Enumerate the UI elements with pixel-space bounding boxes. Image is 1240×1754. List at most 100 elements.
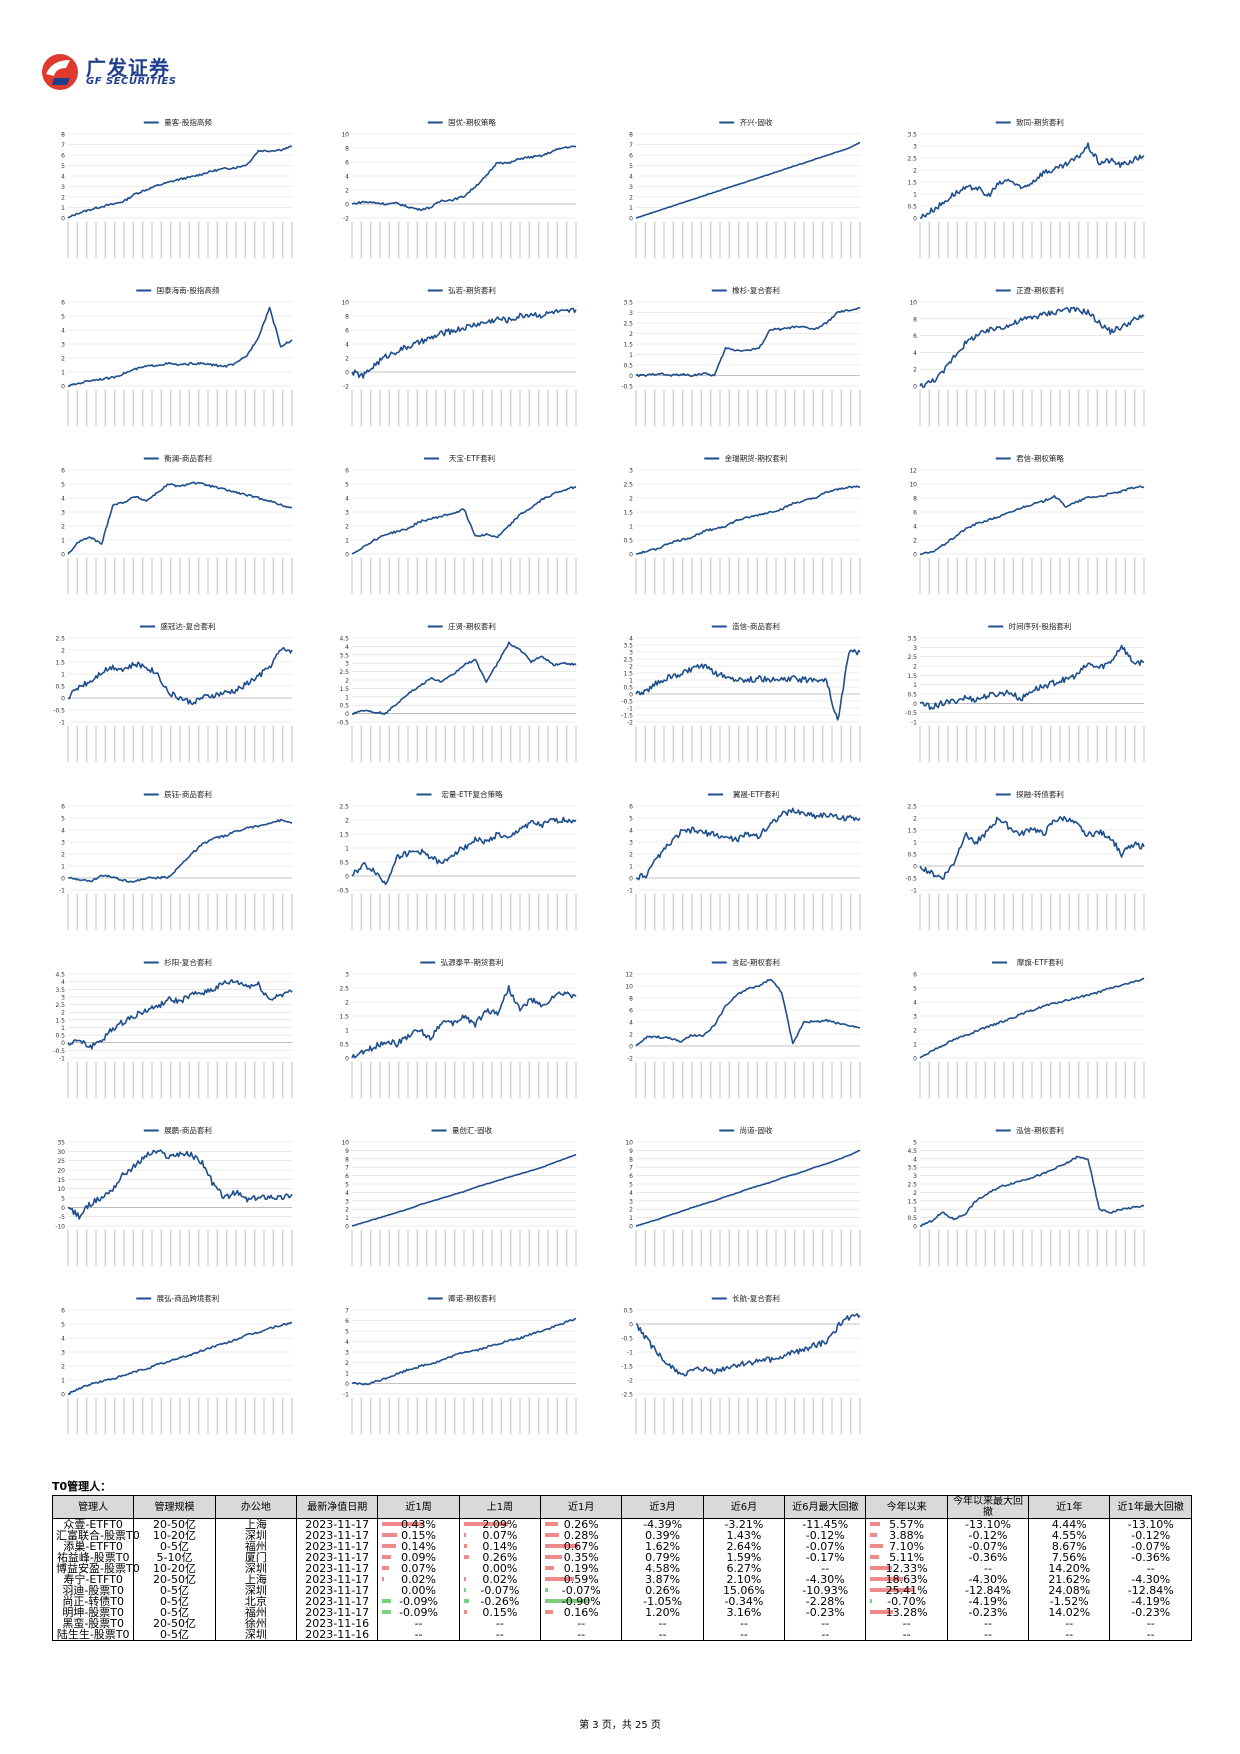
table-cell: --: [946, 1629, 1030, 1641]
x-tick-mark: [1068, 558, 1070, 594]
y-tick-label: 3: [913, 1014, 917, 1021]
x-tick-mark: [123, 390, 125, 426]
x-tick-mark: [142, 1398, 144, 1434]
x-tick-mark: [235, 1062, 237, 1098]
x-tick-mark: [426, 222, 428, 258]
y-tick-label: 2: [345, 818, 349, 825]
x-tick-mark: [86, 1398, 88, 1434]
y-tick-label: 20: [57, 1168, 65, 1175]
y-tick-label: 10: [625, 1140, 633, 1147]
y-tick-label: -1: [627, 706, 633, 713]
x-tick-mark: [547, 1398, 549, 1434]
x-tick-mark: [463, 1230, 465, 1266]
x-tick-mark: [784, 1398, 786, 1434]
x-tick-mark: [1022, 558, 1024, 594]
cell-value: 7.10%: [889, 1540, 925, 1553]
x-tick-mark: [547, 558, 549, 594]
y-tick-label: 3.5: [907, 1165, 917, 1172]
x-tick-mark: [831, 558, 833, 594]
x-tick-mark: [575, 1230, 577, 1266]
cell-value: 14.02%: [1048, 1606, 1091, 1619]
x-tick-mark: [76, 558, 78, 594]
x-tick-mark: [775, 726, 777, 762]
cell-value: 5-10亿: [156, 1551, 193, 1564]
y-tick-label: 2.5: [55, 1002, 65, 1009]
x-tick-mark: [710, 726, 712, 762]
x-tick-mark: [1115, 558, 1117, 594]
column-header: 管理人: [51, 1495, 135, 1519]
y-tick-label: 1: [345, 1371, 349, 1378]
y-tick-label: 2: [913, 538, 917, 545]
x-tick-mark: [454, 1398, 456, 1434]
x-tick-mark: [635, 894, 637, 930]
x-tick-mark: [654, 1398, 656, 1434]
x-tick-mark: [566, 726, 568, 762]
x-tick-mark: [710, 1230, 712, 1266]
x-tick-mark: [482, 1062, 484, 1098]
cell-value: 徐州: [244, 1617, 267, 1630]
x-tick-mark: [663, 390, 665, 426]
y-tick-label: 1: [345, 1215, 349, 1222]
x-tick-mark: [1050, 390, 1052, 426]
y-tick-label: 0.5: [623, 685, 633, 692]
x-tick-mark: [510, 726, 512, 762]
x-tick-mark: [859, 558, 861, 594]
x-tick-mark: [691, 1230, 693, 1266]
x-tick-mark: [254, 222, 256, 258]
x-tick-mark: [263, 222, 265, 258]
x-tick-mark: [160, 1230, 162, 1266]
x-tick-mark: [850, 222, 852, 258]
x-tick-mark: [1078, 558, 1080, 594]
x-tick-mark: [1050, 222, 1052, 258]
x-tick-mark: [244, 1062, 246, 1098]
x-tick-mark: [263, 558, 265, 594]
x-tick-mark: [1022, 1230, 1024, 1266]
x-tick-mark: [975, 726, 977, 762]
x-tick-mark: [235, 390, 237, 426]
x-tick-mark: [454, 222, 456, 258]
x-tick-mark: [500, 390, 502, 426]
x-tick-mark: [379, 726, 381, 762]
x-tick-mark: [282, 726, 284, 762]
nav-series-line: [67, 145, 293, 219]
x-tick-mark: [435, 1398, 437, 1434]
x-tick-mark: [370, 558, 372, 594]
x-tick-mark: [272, 390, 274, 426]
chart-title: 弘源泰平-期货套利: [441, 957, 504, 967]
x-tick-mark: [538, 390, 540, 426]
x-tick-mark: [86, 222, 88, 258]
cell-value: -0.36%: [1131, 1551, 1171, 1564]
x-tick-mark: [519, 894, 521, 930]
x-tick-mark: [850, 726, 852, 762]
y-tick-label: 8: [913, 496, 917, 503]
y-tick-label: 3: [629, 184, 633, 191]
x-tick-mark: [1078, 1062, 1080, 1098]
cell-value: -0.34%: [724, 1595, 764, 1608]
y-tick-label: 3: [629, 650, 633, 657]
x-tick-mark: [528, 1398, 530, 1434]
cell-value: --: [739, 1628, 748, 1641]
databar: [382, 1555, 392, 1559]
cell-value: 2023-11-17: [305, 1595, 370, 1608]
databar: [870, 1599, 873, 1603]
y-tick-label: 3: [629, 1198, 633, 1205]
cell-value: 0-5亿: [160, 1595, 189, 1608]
x-tick-mark: [644, 558, 646, 594]
x-tick-mark: [519, 558, 521, 594]
x-tick-mark: [254, 1062, 256, 1098]
x-tick-mark: [95, 558, 97, 594]
x-tick-mark: [188, 1230, 190, 1266]
cell-value: 1.20%: [645, 1606, 681, 1619]
x-tick-mark: [1106, 1062, 1108, 1098]
x-tick-mark: [170, 726, 172, 762]
x-tick-mark: [1040, 894, 1042, 930]
cell-value: 0.02%: [482, 1573, 518, 1586]
cell-value: 21.62%: [1048, 1573, 1091, 1586]
nav-chart: 0 0.5 1 1.5 2 2.5 3 3.5 致同-期货套利: [907, 117, 1145, 258]
cell-value: --: [821, 1628, 830, 1641]
cell-value: --: [577, 1628, 586, 1641]
column-header: 近3月: [621, 1495, 704, 1519]
cell-value: 0.14%: [482, 1540, 518, 1553]
x-tick-mark: [179, 1230, 181, 1266]
column-header: 近6月: [702, 1495, 786, 1519]
